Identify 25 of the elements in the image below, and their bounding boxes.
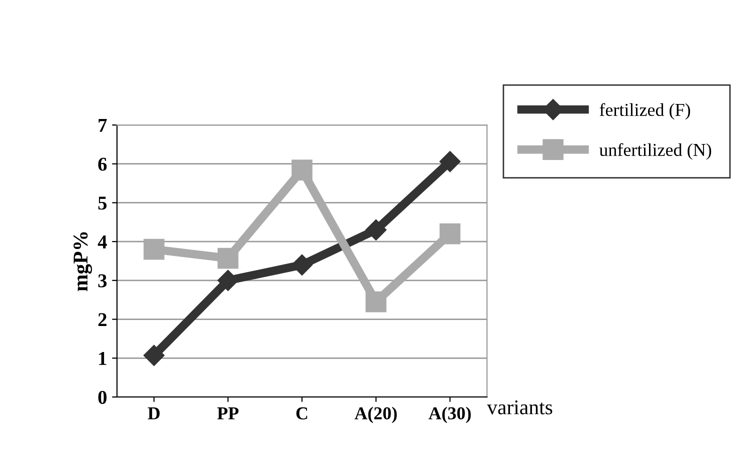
point [143,344,165,366]
point [218,248,238,269]
x-axis-title: variants [487,400,552,414]
y-tick-label: 0 [98,390,107,404]
y-tick-label: 2 [98,313,106,326]
y-axis-title: mgP% [74,232,92,292]
y-tick-label: 3 [98,274,107,288]
y-tick-label: 5 [98,196,107,210]
x-tick-label: A(20) [354,406,397,424]
x-tick-label: C [296,407,308,420]
y-tick-label: 4 [98,236,107,248]
x-tick-label: D [148,407,160,420]
point [440,223,460,244]
legend-label: unfertilized (N) [599,143,712,160]
point [366,291,386,312]
y-tick-label: 1 [99,352,106,365]
y-tick-label: 7 [98,119,107,132]
x-tick-label: PP [217,407,239,420]
point [144,238,164,260]
point [365,219,387,240]
legend-label: fertilized (F) [600,103,690,120]
point [439,151,461,172]
x-tick-label: A(30) [428,406,471,424]
point [292,160,312,180]
y-tick-label: 6 [98,158,107,171]
